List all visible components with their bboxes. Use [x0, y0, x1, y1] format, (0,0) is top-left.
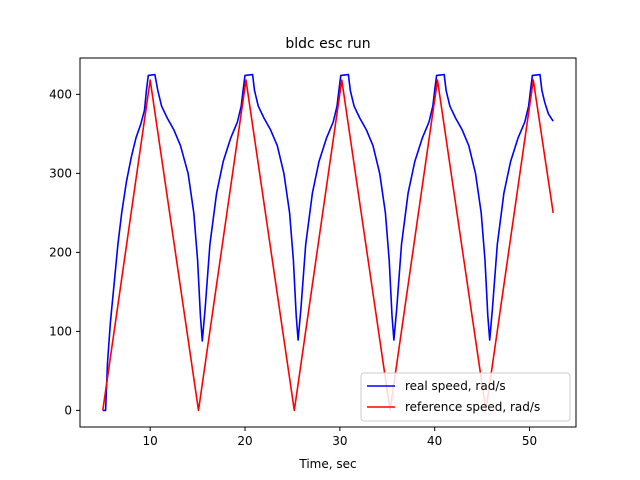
x-tick-label: 40: [427, 434, 442, 448]
series-line-1: [102, 79, 554, 412]
plot-layer: [102, 73, 554, 412]
y-tick-label: 0: [64, 403, 72, 417]
plot-frame: [79, 57, 577, 428]
y-tick-label: 400: [49, 87, 72, 101]
axes-layer: 10 20 30 40 50 0 100 200 300 400: [49, 57, 577, 448]
x-axis-label: Time, sec: [298, 457, 356, 471]
y-tick-label: 100: [49, 324, 72, 338]
legend-label-0: real speed, rad/s: [405, 379, 506, 393]
legend: real speed, rad/s reference speed, rad/s: [360, 372, 571, 422]
chart-title: bldc esc run: [285, 36, 370, 52]
y-tick-label: 300: [49, 166, 72, 180]
y-tick-label: 200: [49, 245, 72, 259]
x-tick-label: 30: [332, 434, 347, 448]
series-line-0: [102, 73, 554, 412]
x-tick-label: 50: [522, 434, 537, 448]
legend-box: [360, 372, 571, 422]
x-tick-label: 20: [237, 434, 252, 448]
x-tick-label: 10: [143, 434, 158, 448]
legend-label-1: reference speed, rad/s: [405, 400, 540, 414]
